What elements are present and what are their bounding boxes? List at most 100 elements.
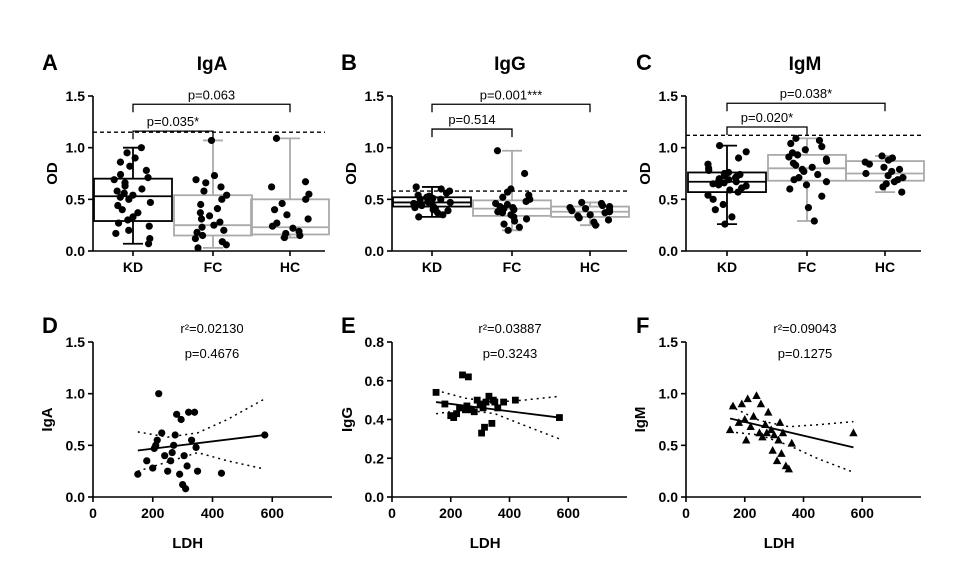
- data-point: [758, 432, 767, 441]
- data-point: [604, 216, 613, 224]
- panel-letter: C: [636, 50, 652, 75]
- data-point: [146, 235, 154, 243]
- data-point: [503, 200, 512, 209]
- y-tick-label: 0.2: [365, 450, 385, 466]
- data-point: [145, 222, 153, 230]
- box-iqr: [173, 194, 253, 237]
- y-tick-label: 1.5: [66, 88, 86, 104]
- data-point: [578, 198, 586, 207]
- x-tick-label: 600: [261, 505, 285, 521]
- data-point: [134, 470, 142, 478]
- data-point: [161, 452, 169, 460]
- panel-B: B IgG OD 0.0 0.5 1.0 1.5 KD FC HC p=0.514 p=0.001**…: [341, 50, 630, 275]
- data-point: [787, 139, 795, 148]
- data-point: [217, 469, 226, 477]
- data-point: [168, 448, 176, 457]
- panel-letter: F: [636, 313, 649, 338]
- data-point: [138, 185, 146, 193]
- data-point: [164, 467, 172, 475]
- data-point: [278, 199, 286, 208]
- y-tick-label: 0.0: [66, 243, 86, 259]
- data-point: [895, 165, 904, 173]
- box-HC: [845, 152, 925, 196]
- x-tick-label: 400: [201, 505, 225, 521]
- y-axis-label: OD: [343, 162, 360, 185]
- data-point: [789, 159, 797, 167]
- panel-C: C IgM OD 0.0 0.5 1.0 1.5 KD FC HC p=0.020* p=0.038*: [636, 50, 925, 275]
- data-point: [193, 467, 202, 475]
- data-point: [207, 136, 216, 145]
- data-point: [112, 229, 120, 238]
- data-point: [193, 228, 201, 236]
- data-point: [113, 187, 121, 195]
- y-axis-label: IgM: [632, 407, 649, 433]
- data-point: [880, 163, 888, 171]
- data-point: [446, 198, 454, 207]
- data-point: [456, 404, 463, 412]
- data-point: [786, 185, 794, 193]
- data-point: [849, 428, 858, 437]
- data-point: [176, 470, 184, 478]
- confidence-band-lower: [137, 451, 265, 472]
- y-tick-label: 0.5: [66, 437, 86, 453]
- data-point: [762, 428, 771, 437]
- data-point: [213, 205, 222, 213]
- y-axis-label: OD: [44, 162, 61, 185]
- data-point: [861, 158, 869, 166]
- data-point: [192, 176, 200, 184]
- x-tick-label: 600: [557, 505, 581, 521]
- y-tick-label: 0.0: [659, 489, 679, 505]
- data-point: [810, 217, 818, 225]
- x-axis-label: LDH: [470, 535, 501, 552]
- data-point: [171, 431, 179, 439]
- box-KD: [687, 142, 767, 228]
- y-tick-label: 0.0: [365, 489, 385, 505]
- data-point: [586, 211, 594, 219]
- data-point: [709, 195, 717, 203]
- regression-line: [137, 434, 265, 452]
- data-point: [283, 211, 291, 219]
- data-point: [444, 207, 452, 215]
- y-tick-label: 1.0: [66, 140, 86, 156]
- data-point: [114, 219, 123, 227]
- r-squared-label: r²=0.02130: [180, 321, 243, 336]
- data-point: [492, 199, 500, 208]
- data-point: [792, 134, 800, 142]
- data-point: [302, 195, 310, 203]
- panel-title: IgG: [494, 54, 526, 75]
- data-point: [191, 235, 199, 243]
- box-KD: [93, 144, 173, 248]
- data-point: [878, 152, 886, 160]
- data-point: [888, 167, 896, 176]
- x-tick-label: 400: [792, 505, 816, 521]
- data-point: [432, 388, 440, 396]
- y-tick-label: 0.5: [659, 191, 679, 207]
- data-point: [155, 390, 163, 398]
- data-point: [515, 223, 523, 231]
- data-point: [116, 158, 125, 166]
- data-point: [566, 204, 574, 212]
- data-point: [777, 449, 786, 457]
- data-point: [149, 464, 157, 472]
- panel-letter: A: [42, 50, 58, 75]
- data-point: [197, 215, 206, 223]
- data-point: [500, 398, 508, 406]
- data-point: [775, 418, 785, 426]
- data-point: [441, 400, 449, 408]
- data-point: [273, 219, 281, 227]
- data-point: [521, 169, 529, 178]
- y-axis-label: IgG: [339, 407, 356, 432]
- data-point: [470, 408, 478, 416]
- data-point: [305, 190, 313, 198]
- data-point: [719, 200, 727, 209]
- data-point: [192, 443, 200, 451]
- data-point: [478, 429, 485, 437]
- data-point: [743, 394, 752, 403]
- y-tick-label: 0.6: [365, 373, 385, 389]
- data-point: [728, 401, 738, 410]
- data-point: [410, 199, 418, 208]
- data-point: [768, 446, 777, 454]
- data-point: [818, 143, 826, 151]
